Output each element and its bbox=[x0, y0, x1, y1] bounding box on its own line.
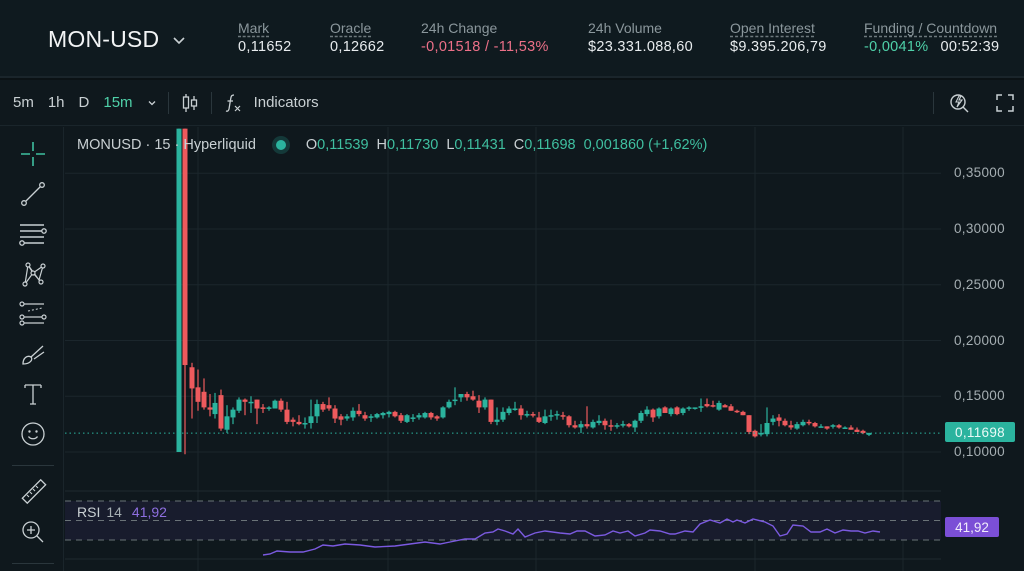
funding-countdown: 00:52:39 bbox=[940, 39, 1000, 55]
brush-icon bbox=[22, 345, 45, 365]
stat-label: 24h Volume bbox=[588, 20, 662, 36]
brush-tool[interactable] bbox=[16, 337, 50, 371]
crosshair-tool[interactable] bbox=[16, 137, 50, 171]
pattern-icon bbox=[22, 262, 46, 287]
fib-tool[interactable] bbox=[16, 297, 50, 331]
close-value: 0,11698 bbox=[524, 137, 576, 153]
last-price-tag: 0,11698 bbox=[945, 422, 1015, 442]
pair-name: MON-USD bbox=[48, 26, 160, 52]
drawing-toolbar bbox=[0, 127, 64, 571]
y-tick-label: 0,25000 bbox=[954, 276, 1005, 292]
rsi-value-tag: 41,92 bbox=[945, 517, 999, 537]
stat-value: -0,01518 / -11,53% bbox=[421, 39, 549, 55]
function-icon bbox=[225, 93, 240, 112]
chevron-down-icon bbox=[173, 36, 185, 44]
stat-mark[interactable]: Mark 0,11652 bbox=[238, 20, 291, 55]
text-tool[interactable] bbox=[16, 377, 50, 411]
rsi-label: RSI bbox=[77, 504, 101, 520]
y-tick-label: 0,30000 bbox=[954, 221, 1005, 236]
stat-24h-change: 24h Change -0,01518 / -11,53% bbox=[421, 20, 549, 55]
stat-open-interest[interactable]: Open Interest $9.395.206,79 bbox=[730, 20, 827, 55]
timeframe-15m[interactable]: 15m bbox=[103, 94, 133, 111]
timeframe-d[interactable]: D bbox=[78, 94, 90, 111]
market-status-dot bbox=[275, 140, 286, 150]
stat-label: Oracle bbox=[330, 20, 372, 36]
stat-value: 0,11652 bbox=[238, 39, 292, 55]
toolbar-divider bbox=[167, 91, 169, 114]
emoji-tool[interactable] bbox=[16, 417, 50, 451]
chart-container: 5m 1h D 15m Indicators bbox=[0, 80, 1024, 571]
chart-legend: MONUSD · 15 · Hyperliquid O 0,11539 H 0,11… bbox=[77, 137, 707, 153]
stat-label: 24h Change bbox=[421, 20, 498, 36]
fibonacci-icon bbox=[19, 301, 47, 326]
y-tick-label: 0,15000 bbox=[954, 388, 1005, 404]
low-key: L bbox=[446, 137, 455, 153]
trend-line-tool[interactable] bbox=[16, 177, 50, 211]
open-value: 0,11539 bbox=[317, 137, 369, 153]
stat-value: $23.331.088,60 bbox=[588, 39, 693, 55]
low-value: 0,11431 bbox=[454, 137, 506, 153]
lightning-search-icon bbox=[950, 93, 969, 112]
high-value: 0,11730 bbox=[387, 137, 439, 153]
fullscreen-button[interactable] bbox=[994, 92, 1016, 114]
y-tick-label: 0,10000 bbox=[954, 444, 1005, 459]
zoom-in-tool[interactable] bbox=[16, 515, 50, 549]
stat-value: 0,12662 bbox=[330, 39, 385, 55]
smiley-icon bbox=[21, 422, 45, 446]
pair-selector[interactable]: MON-USD bbox=[48, 26, 187, 53]
indicators-label: Indicators bbox=[253, 94, 319, 111]
candlestick-type-button[interactable] bbox=[179, 92, 201, 114]
high-key: H bbox=[376, 137, 387, 153]
quick-search-button[interactable] bbox=[948, 91, 972, 115]
funding-rate: -0,0041% bbox=[864, 39, 929, 55]
close-key: C bbox=[513, 137, 525, 153]
stat-value: -0,0041% 00:52:39 bbox=[864, 39, 999, 55]
price-axis[interactable]: 0,35000 0,30000 0,25000 0,20000 0,15000 0,100… bbox=[941, 127, 1024, 571]
pattern-tool[interactable] bbox=[16, 257, 50, 291]
chevron-down-icon bbox=[148, 100, 156, 105]
text-icon bbox=[24, 384, 42, 405]
stat-oracle[interactable]: Oracle 0,12662 bbox=[330, 20, 385, 55]
stat-label: Funding / Countdown bbox=[864, 20, 998, 36]
rsi-value: 41,92 bbox=[131, 504, 167, 520]
indicators-button[interactable]: Indicators bbox=[222, 92, 319, 114]
chart-toolbar: 5m 1h D 15m Indicators bbox=[0, 80, 1024, 126]
tools-divider bbox=[12, 563, 54, 564]
crosshair-icon bbox=[21, 142, 45, 166]
candlestick-icon bbox=[182, 93, 197, 112]
timeframe-1h[interactable]: 1h bbox=[47, 94, 65, 111]
stat-label: Mark bbox=[238, 20, 270, 36]
toolbar-divider bbox=[210, 91, 212, 114]
y-tick-label: 0,20000 bbox=[954, 332, 1005, 348]
y-tick-label: 0,35000 bbox=[954, 165, 1005, 181]
open-key: O bbox=[305, 137, 318, 153]
stat-label: Open Interest bbox=[730, 20, 815, 36]
timeframe-dropdown[interactable] bbox=[146, 97, 158, 109]
change-value: 0,001860 (+1,62%) bbox=[583, 137, 708, 153]
trend-line-icon bbox=[21, 182, 45, 206]
zoom-in-icon bbox=[22, 521, 44, 543]
stat-value: $9.395.206,79 bbox=[730, 39, 827, 55]
timeframe-5m[interactable]: 5m bbox=[13, 94, 34, 111]
tools-divider bbox=[12, 465, 54, 466]
toolbar-divider bbox=[933, 91, 934, 114]
measure-tool[interactable] bbox=[16, 475, 50, 509]
horizontal-lines-tool[interactable] bbox=[16, 217, 50, 251]
price-chart[interactable]: MONUSD · 15 · Hyperliquid O 0,11539 H 0,11… bbox=[65, 127, 941, 571]
stat-24h-volume: 24h Volume $23.331.088,60 bbox=[588, 20, 693, 55]
parallel-lines-icon bbox=[19, 224, 47, 246]
rsi-period: 14 bbox=[106, 504, 122, 520]
fullscreen-icon bbox=[996, 93, 1014, 112]
market-header: MON-USD Mark 0,11652 Oracle 0,12662 24h Chan… bbox=[0, 0, 1024, 78]
stat-funding-countdown[interactable]: Funding / Countdown -0,0041% 00:52:39 bbox=[864, 20, 999, 55]
candlestick-chart bbox=[65, 127, 941, 571]
symbol-label: MONUSD · 15 · Hyperliquid bbox=[77, 137, 256, 153]
rsi-legend: RSI 14 41,92 bbox=[77, 504, 167, 520]
ruler-icon bbox=[21, 478, 47, 505]
